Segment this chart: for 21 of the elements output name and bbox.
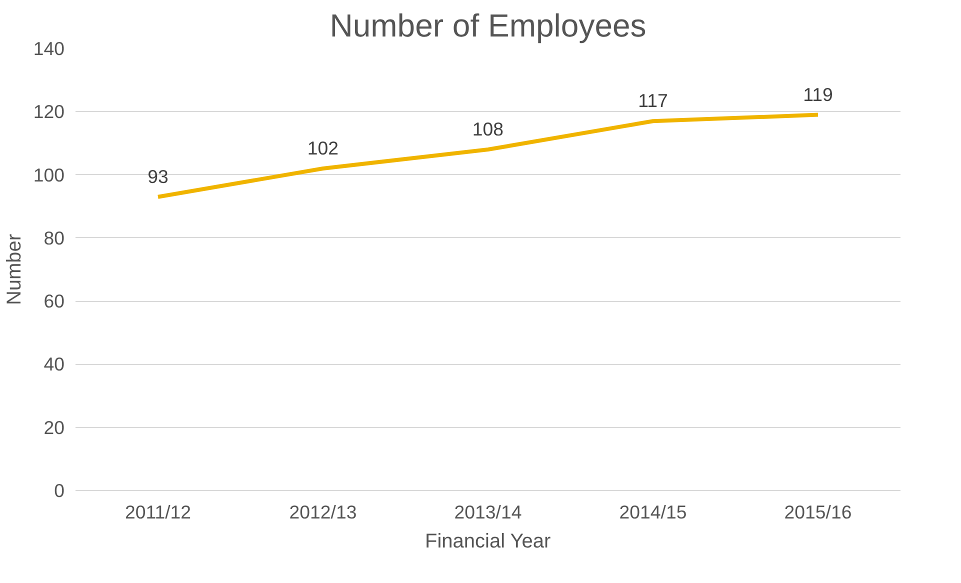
y-axis-title: Number [3, 234, 26, 306]
y-tick-label: 40 [44, 354, 65, 375]
data-label: 117 [638, 90, 668, 112]
data-label: 93 [148, 166, 168, 187]
y-tick-label: 140 [33, 38, 65, 59]
x-tick-label: 2011/12 [124, 502, 192, 522]
x-axis-title: Financial Year [424, 530, 551, 552]
x-tick-label: 2015/16 [784, 502, 852, 522]
data-label: 119 [803, 84, 833, 105]
data-label: 108 [472, 118, 504, 140]
data-label: 102 [307, 137, 339, 158]
y-tick-label: 0 [54, 480, 65, 501]
x-tick-label: 2012/13 [289, 502, 357, 522]
chart-title: Number of Employees [330, 8, 646, 44]
y-tick-label: 20 [44, 416, 65, 438]
y-tick-label: 80 [44, 227, 65, 248]
x-tick-label: 2013/14 [454, 502, 522, 522]
x-tick-label: 2014/15 [619, 502, 687, 522]
y-tick-label: 60 [44, 290, 65, 312]
y-tick-label: 100 [33, 164, 65, 186]
y-tick-label: 120 [33, 101, 65, 122]
